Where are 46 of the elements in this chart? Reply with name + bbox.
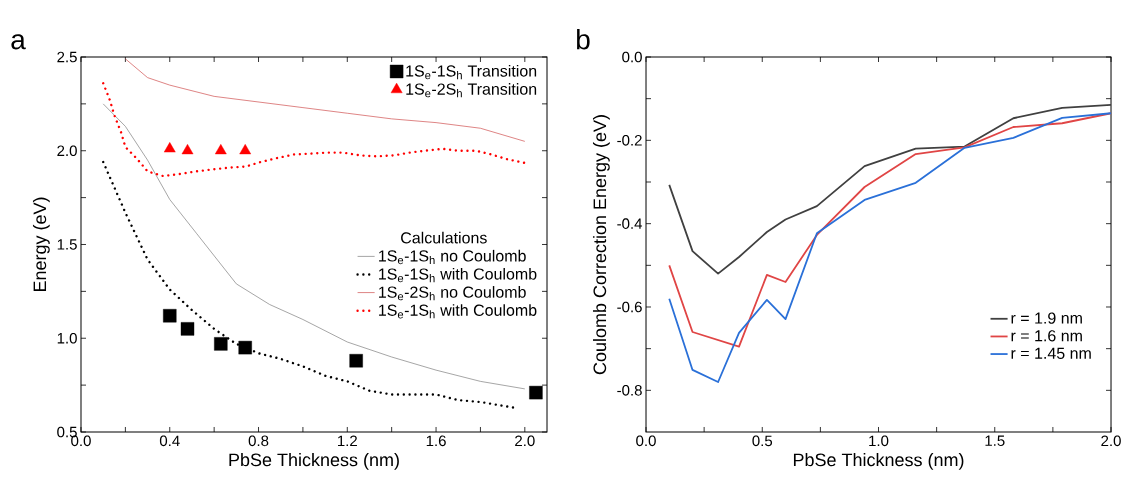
x-axis-title: PbSe Thickness (nm) — [229, 453, 399, 470]
point — [181, 144, 194, 155]
x-tick-label: 1.0 — [869, 435, 889, 447]
y-tick-label: -0.6 — [617, 301, 642, 313]
x-tick-label: 0.4 — [159, 435, 180, 447]
chart-title: a — [11, 34, 26, 50]
x-tick-label: 1.5 — [985, 435, 1005, 446]
y-tick-label: -0.2 — [617, 135, 642, 146]
x-tick-label: 2.0 — [1101, 435, 1121, 447]
y-tick-label: -0.4 — [617, 218, 643, 229]
x-tick-label: 0.5 — [752, 435, 773, 447]
line-series — [668, 104, 1112, 275]
point — [529, 385, 543, 400]
y-axis-title: Coulomb Correction Energy (eV) — [592, 115, 610, 375]
legend-label: 1S$_{e}$-2S$_{h}$ Transition — [406, 83, 537, 98]
point — [349, 354, 363, 368]
y-tick-label: 2.5 — [57, 51, 77, 63]
x-tick-label: 1.6 — [426, 435, 446, 447]
x-tick-label: 2.0 — [515, 435, 535, 447]
point — [214, 144, 227, 155]
legend-label: r = 1.6 nm — [1011, 330, 1082, 342]
point — [163, 309, 177, 323]
x-tick-label: 1.2 — [338, 435, 357, 447]
point — [238, 340, 252, 355]
y-tick-label: 1.0 — [57, 332, 77, 344]
y-axis-title: Energy (eV) — [32, 197, 50, 292]
point — [180, 322, 195, 336]
legend-label: 1S$_{e}$-2S$_{h}$ no Coulomb — [379, 286, 526, 301]
y-tick-label: 2.0 — [57, 145, 77, 157]
legend-label: r = 1.45 nm — [1011, 347, 1091, 359]
legend-label: 1S$_{e}$-1S$_{h}$ no Coulomb — [379, 249, 526, 265]
point — [214, 337, 228, 351]
y-tick-label: 0.0 — [622, 51, 642, 63]
point — [163, 142, 176, 153]
x-tick-label: 0.0 — [636, 435, 656, 447]
chart-title: b — [577, 28, 590, 50]
legend-title: Calculations — [401, 231, 487, 244]
point — [239, 144, 252, 155]
y-tick-label: 1.5 — [57, 239, 77, 250]
legend-label: 1S$_{e}$-1S$_{h}$ with Coulomb — [379, 267, 537, 283]
x-axis-title: PbSe Thickness (nm) — [793, 453, 964, 470]
y-tick-label: -0.8 — [617, 385, 642, 396]
legend-label: 1S$_{e}$-1S$_{h}$ Transition — [406, 64, 537, 80]
x-tick-label: 0.8 — [248, 435, 269, 447]
legend-label: r = 1.9 nm — [1011, 312, 1082, 324]
legend-label: 1S$_{e}$-1S$_{h}$ with Coulomb — [379, 304, 537, 319]
